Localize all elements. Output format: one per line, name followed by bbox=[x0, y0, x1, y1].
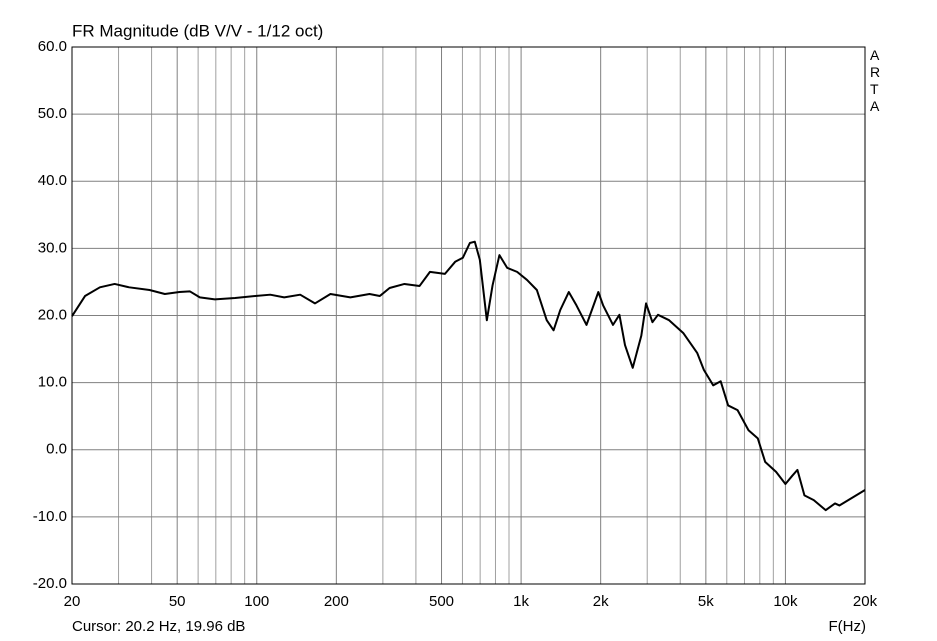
x-tick-label: 200 bbox=[324, 593, 349, 610]
x-tick-label: 50 bbox=[169, 593, 186, 610]
x-tick-label: 20k bbox=[853, 593, 878, 610]
x-tick-label: 100 bbox=[244, 593, 269, 610]
y-tick-label: 60.0 bbox=[38, 38, 67, 55]
x-axis-label: F(Hz) bbox=[829, 618, 867, 635]
response-curve bbox=[71, 240, 866, 512]
y-tick-label: 40.0 bbox=[38, 172, 67, 189]
y-tick-label: 20.0 bbox=[38, 306, 67, 323]
side-label: ARTA bbox=[870, 47, 881, 114]
x-tick-label: 20 bbox=[64, 593, 81, 610]
chart-title: FR Magnitude (dB V/V - 1/12 oct) bbox=[72, 21, 323, 40]
y-tick-label: 30.0 bbox=[38, 239, 67, 256]
cursor-readout: Cursor: 20.2 Hz, 19.96 dB bbox=[72, 618, 245, 635]
y-tick-label: 10.0 bbox=[38, 374, 67, 391]
x-tick-label: 500 bbox=[429, 593, 454, 610]
x-tick-label: 1k bbox=[513, 593, 529, 610]
y-tick-label: -20.0 bbox=[33, 575, 67, 592]
y-tick-label: 0.0 bbox=[46, 441, 67, 458]
x-tick-label: 5k bbox=[698, 593, 714, 610]
x-tick-label: 2k bbox=[593, 593, 609, 610]
y-tick-label: 50.0 bbox=[38, 105, 67, 122]
y-tick-label: -10.0 bbox=[33, 508, 67, 525]
x-tick-label: 10k bbox=[773, 593, 798, 610]
